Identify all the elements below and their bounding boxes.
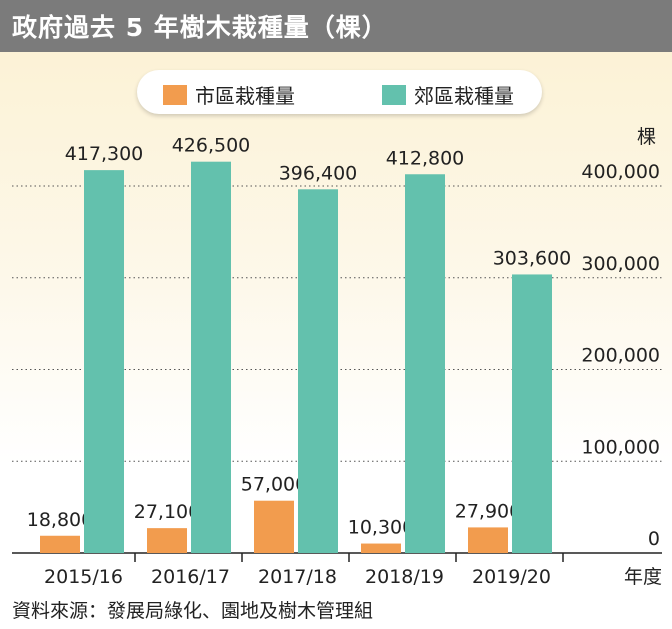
y-tick-label: 400,000 (581, 161, 660, 183)
chart-title: 政府過去 5 年樹木栽種量（棵） (12, 13, 388, 42)
data-label: 27,100 (134, 501, 200, 523)
legend-swatch-rural (382, 84, 406, 105)
bar-rural (405, 174, 445, 554)
x-tick-label: 2017/18 (258, 566, 337, 588)
bar-urban (254, 500, 294, 553)
x-tick-label: 2015/16 (44, 566, 123, 588)
legend-item-rural: 郊區栽種量 (382, 80, 514, 109)
data-label: 57,000 (241, 474, 307, 496)
source-note: 資料來源：發展局綠化、園地及樹木管理組 (12, 600, 374, 622)
bar-urban (361, 543, 401, 553)
title-bar: 政府過去 5 年樹木栽種量（棵） (0, 0, 672, 52)
legend-label-rural: 郊區栽種量 (414, 84, 514, 108)
bar-rural (191, 161, 231, 553)
data-label: 417,300 (65, 143, 144, 165)
y-axis-unit: 棵 (637, 126, 656, 148)
bar-rural (84, 170, 124, 553)
x-axis-label: 年度 (624, 566, 662, 588)
x-tick-label: 2016/17 (151, 566, 230, 588)
data-label: 412,800 (386, 147, 465, 169)
bar-rural (298, 189, 338, 554)
legend: 市區栽種量 郊區栽種量 (137, 70, 542, 114)
y-tick-label: 0 (648, 528, 660, 550)
bar-urban (147, 528, 187, 553)
data-label: 396,400 (279, 162, 358, 184)
y-tick-label: 300,000 (581, 253, 660, 275)
data-label: 426,500 (172, 135, 251, 157)
y-tick-label: 200,000 (581, 345, 660, 367)
bar-rural (512, 274, 552, 553)
data-label: 27,900 (455, 500, 521, 522)
data-label: 18,800 (27, 509, 93, 531)
data-label: 10,300 (348, 517, 414, 539)
bar-urban (468, 527, 508, 553)
data-label: 303,600 (493, 247, 572, 269)
y-tick-label: 100,000 (581, 436, 660, 458)
legend-label-urban: 市區栽種量 (195, 84, 295, 108)
legend-swatch-urban (163, 84, 187, 105)
x-tick-label: 2019/20 (472, 566, 551, 588)
legend-item-urban: 市區栽種量 (163, 80, 295, 109)
x-tick-label: 2018/19 (365, 566, 444, 588)
bar-urban (40, 535, 80, 553)
